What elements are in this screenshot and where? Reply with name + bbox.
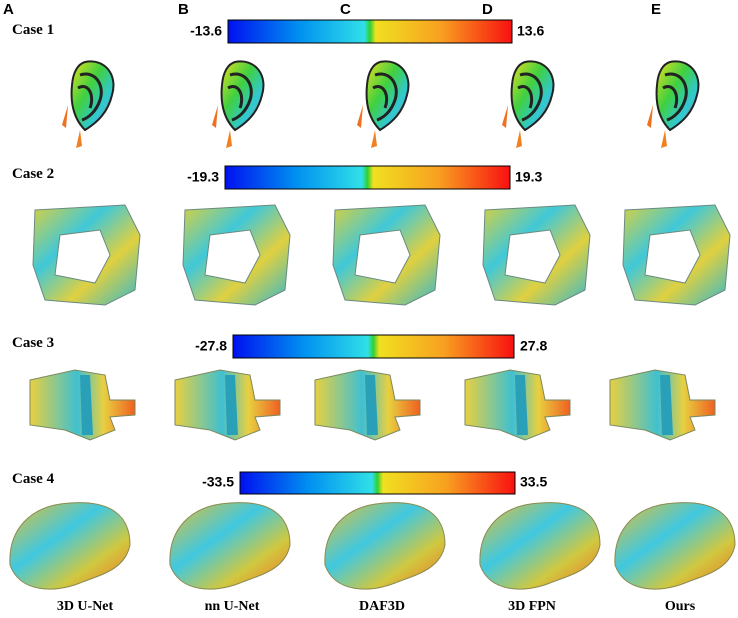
method-label: Ours: [665, 599, 696, 614]
colorbar: [227, 19, 513, 44]
case-label: Case 4: [12, 471, 55, 487]
method-label: 3D U-Net: [57, 599, 114, 614]
colorbar-max: 33.5: [520, 474, 547, 490]
panel-letter: B: [178, 1, 189, 18]
case-label: Case 3: [12, 335, 54, 351]
panel-letter: E: [651, 1, 661, 18]
render-row: [32, 204, 731, 306]
colorbar: [224, 165, 511, 190]
render-row: [60, 59, 700, 150]
panel-letter: D: [482, 1, 493, 18]
colorbar-min: -33.5: [202, 474, 234, 490]
render-row: [29, 369, 716, 441]
method-label: nn U-Net: [205, 599, 260, 614]
panel-letter: A: [3, 1, 14, 18]
colorbar-max: 13.6: [517, 23, 544, 39]
colorbar-min: -19.3: [187, 169, 219, 185]
panel-letter: C: [340, 1, 351, 18]
colorbar: [232, 334, 515, 359]
colorbar: [239, 471, 516, 495]
render-row: [9, 502, 736, 590]
colorbar-min: -27.8: [195, 338, 227, 354]
method-label: DAF3D: [359, 599, 405, 614]
case-label: Case 1: [12, 22, 54, 38]
colorbar-max: 27.8: [520, 338, 547, 354]
colorbar-min: -13.6: [190, 23, 222, 39]
case-label: Case 2: [12, 166, 54, 182]
colorbar-max: 19.3: [515, 169, 542, 185]
method-label: 3D FPN: [508, 599, 556, 614]
